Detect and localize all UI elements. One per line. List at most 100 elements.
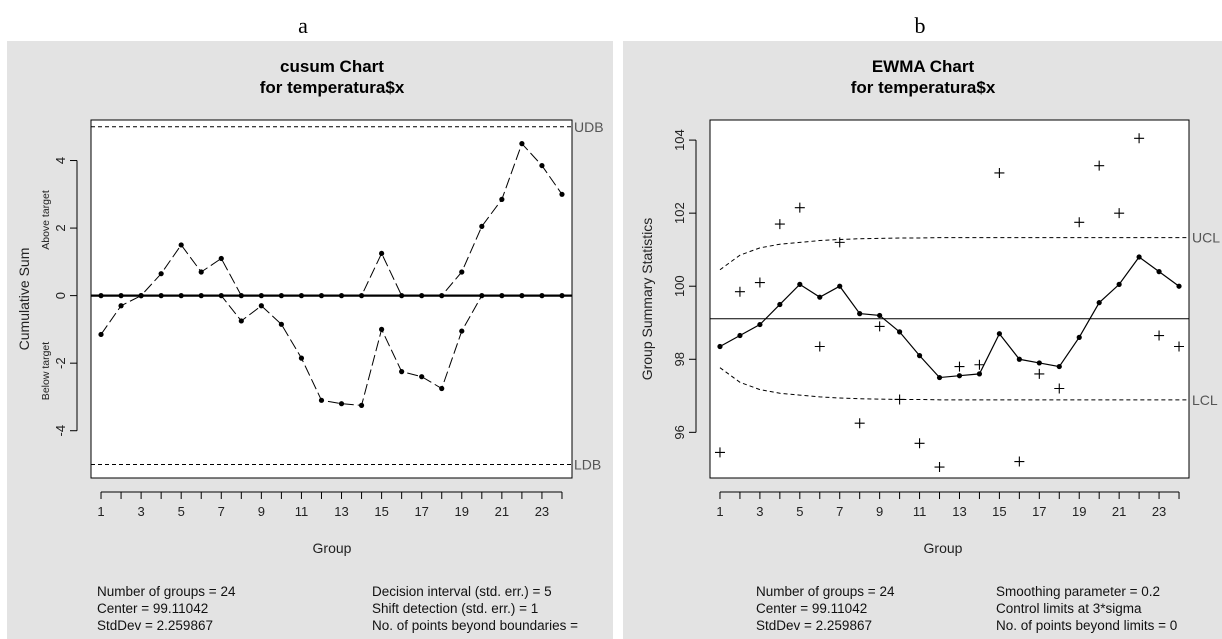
cusum-upper-point	[539, 162, 545, 169]
cusum-x-tick-label: 17	[414, 504, 428, 519]
ewma-group-statistic-point	[1114, 208, 1125, 219]
ewma-smoothed-point	[1156, 269, 1162, 275]
cusum-upper-point	[178, 242, 184, 248]
cusum-udb-label: UDB	[574, 119, 604, 135]
cusum-lower-point	[278, 321, 284, 327]
cusum-upper-point	[238, 293, 244, 299]
ewma-smoothed-point	[916, 353, 923, 359]
ewma-x-tick-label: 1	[716, 504, 723, 519]
cusum-lower-point	[499, 293, 505, 299]
cusum-upper-point	[419, 293, 425, 299]
ewma-stat-control-limits: Control limits at 3*sigma	[996, 601, 1142, 616]
ewma-smoothed-point	[976, 371, 983, 377]
ewma-smoothed-point	[996, 331, 1002, 337]
cusum-upper-point	[358, 293, 365, 299]
ewma-x-tick-label: 21	[1112, 504, 1126, 519]
cusum-lower-point	[519, 293, 525, 299]
cusum-upper-point	[399, 293, 405, 299]
ewma-smoothed-point	[737, 332, 743, 339]
cusum-title-line-2: for temperatura$x	[260, 78, 405, 97]
cusum-lower-point	[138, 293, 144, 299]
ewma-smoothed-point	[897, 329, 903, 335]
ewma-plot-frame	[709, 119, 1190, 479]
cusum-y-tick-label: -2	[53, 357, 68, 369]
ewma-stat-points-beyond: No. of points beyond limits = 0	[996, 618, 1177, 633]
ewma-stat-smoothing: Smoothing parameter = 0.2	[996, 584, 1160, 599]
cusum-stat-decision-interval: Decision interval (std. err.) = 5	[372, 584, 552, 599]
cusum-x-tick-label: 19	[455, 504, 469, 519]
ewma-group-statistic-point	[1054, 383, 1065, 394]
cusum-lower-point	[298, 355, 305, 361]
cusum-ldb-label: LDB	[574, 456, 601, 472]
cusum-upper-point	[218, 255, 224, 262]
cusum-upper-point	[258, 293, 264, 299]
cusum-x-tick-label: 13	[334, 504, 348, 519]
ewma-x-tick-label: 3	[756, 504, 763, 519]
ewma-x-tick-label: 23	[1152, 504, 1166, 519]
ewma-group-statistic-point	[974, 359, 985, 370]
cusum-lower-point	[198, 293, 204, 299]
ewma-stat-center: Center = 99.11042	[756, 601, 867, 616]
ewma-group-statistic-point	[774, 219, 785, 230]
cusum-upper-point	[379, 250, 385, 257]
cusum-lower-point	[439, 385, 445, 392]
cusum-plot-area	[91, 120, 572, 478]
cusum-lower-point	[459, 328, 465, 334]
cusum-upper-point	[559, 191, 565, 197]
ewma-group-statistic-point	[1074, 217, 1085, 228]
cusum-y-tick-label: 0	[53, 292, 68, 299]
ewma-group-statistic-point	[714, 447, 725, 458]
cusum-lower-point	[539, 293, 545, 299]
cusum-upper-point	[338, 293, 345, 299]
cusum-upper-point	[459, 269, 465, 275]
cusum-lower-point	[258, 303, 264, 309]
cusum-stat-points-beyond: No. of points beyond boundaries =	[372, 618, 578, 633]
cusum-plot-frame	[90, 119, 573, 479]
cusum-stat-stddev: StdDev = 2.259867	[97, 618, 213, 633]
cusum-x-axis-label: Group	[313, 540, 352, 556]
ewma-stat-stddev: StdDev = 2.259867	[756, 618, 872, 633]
ewma-group-statistic-point	[1134, 133, 1145, 144]
ewma-ucl-line	[719, 237, 1187, 271]
ewma-y-tick-label: 100	[672, 275, 687, 297]
cusum-x-tick-label: 11	[295, 504, 309, 519]
cusum-data-layer: UDB LDB	[91, 119, 604, 472]
cusum-stat-shift-detection: Shift detection (std. err.) = 1	[372, 601, 538, 616]
cusum-x-tick-label: 9	[258, 504, 265, 519]
cusum-upper-point	[278, 293, 284, 299]
cusum-y-tick-label: 2	[53, 224, 68, 231]
ewma-group-statistic-point	[1154, 330, 1165, 341]
ewma-x-tick-label: 17	[1032, 504, 1046, 519]
cusum-lower-point	[358, 402, 365, 408]
ewma-group-statistic-point	[854, 418, 865, 429]
cusum-lower-point	[479, 293, 485, 299]
ewma-y-tick-label: 102	[672, 202, 687, 224]
cusum-lower-series-line	[100, 295, 562, 406]
ewma-group-statistic-point	[734, 286, 745, 297]
cusum-x-tick-label: 7	[218, 504, 225, 519]
cusum-stat-groups: Number of groups = 24	[97, 584, 236, 599]
cusum-x-tick-label: 23	[535, 504, 549, 519]
ewma-group-statistic-point	[814, 341, 825, 352]
cusum-upper-point	[118, 293, 124, 299]
ewma-smoothed-point	[1096, 300, 1102, 306]
cusum-title-line-1: cusum Chart	[280, 57, 384, 76]
cusum-y-axis-label: Cumulative Sum	[16, 248, 32, 351]
cusum-upper-point	[298, 293, 305, 299]
ewma-plot-area	[710, 120, 1189, 478]
cusum-upper-point	[98, 293, 104, 299]
ewma-smoothed-point	[717, 343, 723, 350]
ewma-lcl-label: LCL	[1192, 392, 1218, 408]
ewma-group-statistic-point	[894, 394, 905, 405]
cusum-x-tick-label: 1	[97, 504, 104, 519]
ewma-y-tick-label: 96	[672, 425, 687, 439]
ewma-smoothed-line	[719, 256, 1180, 379]
cusum-y-tick-label: -4	[53, 425, 68, 437]
ewma-y-tick-label: 104	[672, 129, 687, 151]
ewma-ucl-label: UCL	[1192, 230, 1220, 246]
ewma-smoothed-point	[936, 374, 943, 381]
